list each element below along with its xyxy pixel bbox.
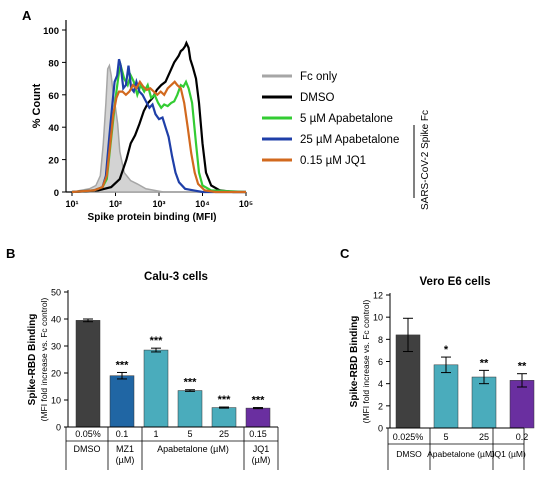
series-line-4: [71, 79, 246, 194]
dose-label: 0.025%: [393, 432, 424, 442]
panel-label-c: C: [340, 246, 350, 261]
x-tick-label: 10⁵: [239, 199, 253, 209]
chart-title: Calu-3 cells: [144, 271, 208, 283]
dose-label: 5: [187, 429, 192, 439]
panel-a-x-ticks: 10¹ 10² 10³ 10⁴ 10⁵: [65, 192, 253, 209]
y-tick-label: 60: [48, 91, 59, 102]
bar: [471, 376, 497, 429]
significance-mark: ***: [218, 394, 232, 406]
dose-label: 0.1: [116, 429, 129, 439]
panel-label-b: B: [6, 246, 15, 261]
panel-a-y-ticks: 0 20 40 60 80 100: [43, 26, 66, 199]
panel-a-histogram: 0 20 40 60 80 100 10¹ 10² 10³ 10⁴ 10⁵ % Count Spi…: [31, 20, 253, 223]
treatment-label: (µM): [252, 455, 271, 465]
series-line-1: [71, 40, 246, 194]
y-tick-label: 40: [51, 315, 61, 325]
series-fc-only: [71, 63, 246, 193]
bar: [143, 349, 169, 428]
significance-mark: **: [518, 361, 527, 373]
y-axis-subtitle: (MFI fold increase vs. Fc control): [361, 299, 371, 423]
dose-label: 0.2: [516, 432, 529, 442]
y-tick-label: 20: [51, 369, 61, 379]
dose-label: 25: [479, 432, 489, 442]
series-line-2: [71, 61, 247, 194]
y-tick-label: 50: [51, 288, 61, 298]
y-tick-label: 0: [378, 424, 383, 434]
significance-mark: ***: [150, 335, 164, 347]
significance-mark: ***: [184, 377, 198, 389]
panel-a-x-axis-title: Spike protein binding (MFI): [88, 212, 217, 223]
y-tick-label: 40: [48, 123, 59, 134]
bar: [433, 364, 459, 429]
significance-mark: ***: [252, 395, 266, 407]
panel-c-bar-chart: Vero E6 cells 0 2 4 6 8 10 12 Spike-RBD Binding(…: [349, 276, 535, 470]
treatment-label: DMSO: [396, 449, 422, 459]
legend-group-label: SARS-CoV-2 Spike Fc: [420, 110, 431, 210]
treatment-label: MZ1: [116, 444, 134, 454]
dose-label: 5: [443, 432, 448, 442]
chart-title: Vero E6 cells: [420, 276, 491, 288]
legend-label: 0.15 µM JQ1: [300, 155, 366, 167]
legend-label: 25 µM Apabetalone: [300, 134, 399, 146]
legend-label: Fc only: [300, 71, 337, 83]
treatment-label: Apabetalone (µM): [157, 444, 229, 454]
y-axis-subtitle: (MFI fold increase vs. Fc control): [39, 297, 49, 421]
y-tick-label: 10: [51, 396, 61, 406]
x-tick-label: 10²: [109, 199, 122, 209]
y-axis-title: Spike-RBD Binding: [349, 316, 360, 408]
dose-label: 1: [153, 429, 158, 439]
y-axis-title: Spike-RBD Binding: [27, 314, 38, 406]
panel-a-series: [71, 40, 247, 194]
y-tick-label: 12: [373, 291, 383, 301]
y-tick-label: 100: [43, 26, 59, 37]
treatment-label: JQ1: [253, 444, 270, 454]
x-tick-label: 10³: [152, 199, 165, 209]
bar: [109, 375, 135, 428]
bar: [211, 407, 237, 428]
bar: [177, 390, 203, 428]
legend-label: DMSO: [300, 92, 335, 104]
x-tick-label: 10⁴: [195, 199, 209, 209]
treatment-label: (µM): [116, 455, 135, 465]
y-tick-label: 80: [48, 58, 59, 69]
y-tick-label: 0: [56, 423, 61, 433]
y-tick-label: 0: [54, 188, 59, 199]
legend-label: 5 µM Apabetalone: [300, 113, 393, 125]
y-tick-label: 4: [378, 379, 383, 389]
y-tick-label: 20: [48, 156, 59, 167]
y-tick-label: 30: [51, 342, 61, 352]
dose-label: 0.05%: [75, 429, 101, 439]
bar: [245, 407, 271, 428]
significance-mark: ***: [116, 359, 130, 371]
y-tick-label: 8: [378, 335, 383, 345]
significance-mark: **: [480, 357, 489, 369]
panel-a-y-axis-title: % Count: [31, 83, 43, 128]
x-tick-label: 10¹: [65, 199, 78, 209]
bar: [75, 320, 101, 428]
treatment-label: JQ1 (µM): [490, 449, 526, 459]
panel-a-legend: Fc only DMSO 5 µM Apabetalone 25 µM Apabeta…: [262, 71, 399, 167]
treatment-label: DMSO: [74, 444, 101, 454]
bar: [509, 380, 535, 429]
panel-label-a: A: [22, 8, 32, 23]
y-tick-label: 6: [378, 357, 383, 367]
significance-mark: *: [444, 344, 449, 356]
panel-b-bar-chart: Calu-3 cells 0 10 20 30 40 50 Spike-RBD Binding…: [27, 271, 279, 470]
series-line-3: [71, 58, 246, 194]
y-tick-label: 10: [373, 313, 383, 323]
dose-label: 25: [219, 429, 229, 439]
treatment-label: Apabetalone (µM): [427, 449, 495, 459]
dose-label: 0.15: [249, 429, 267, 439]
y-tick-label: 2: [378, 401, 383, 411]
